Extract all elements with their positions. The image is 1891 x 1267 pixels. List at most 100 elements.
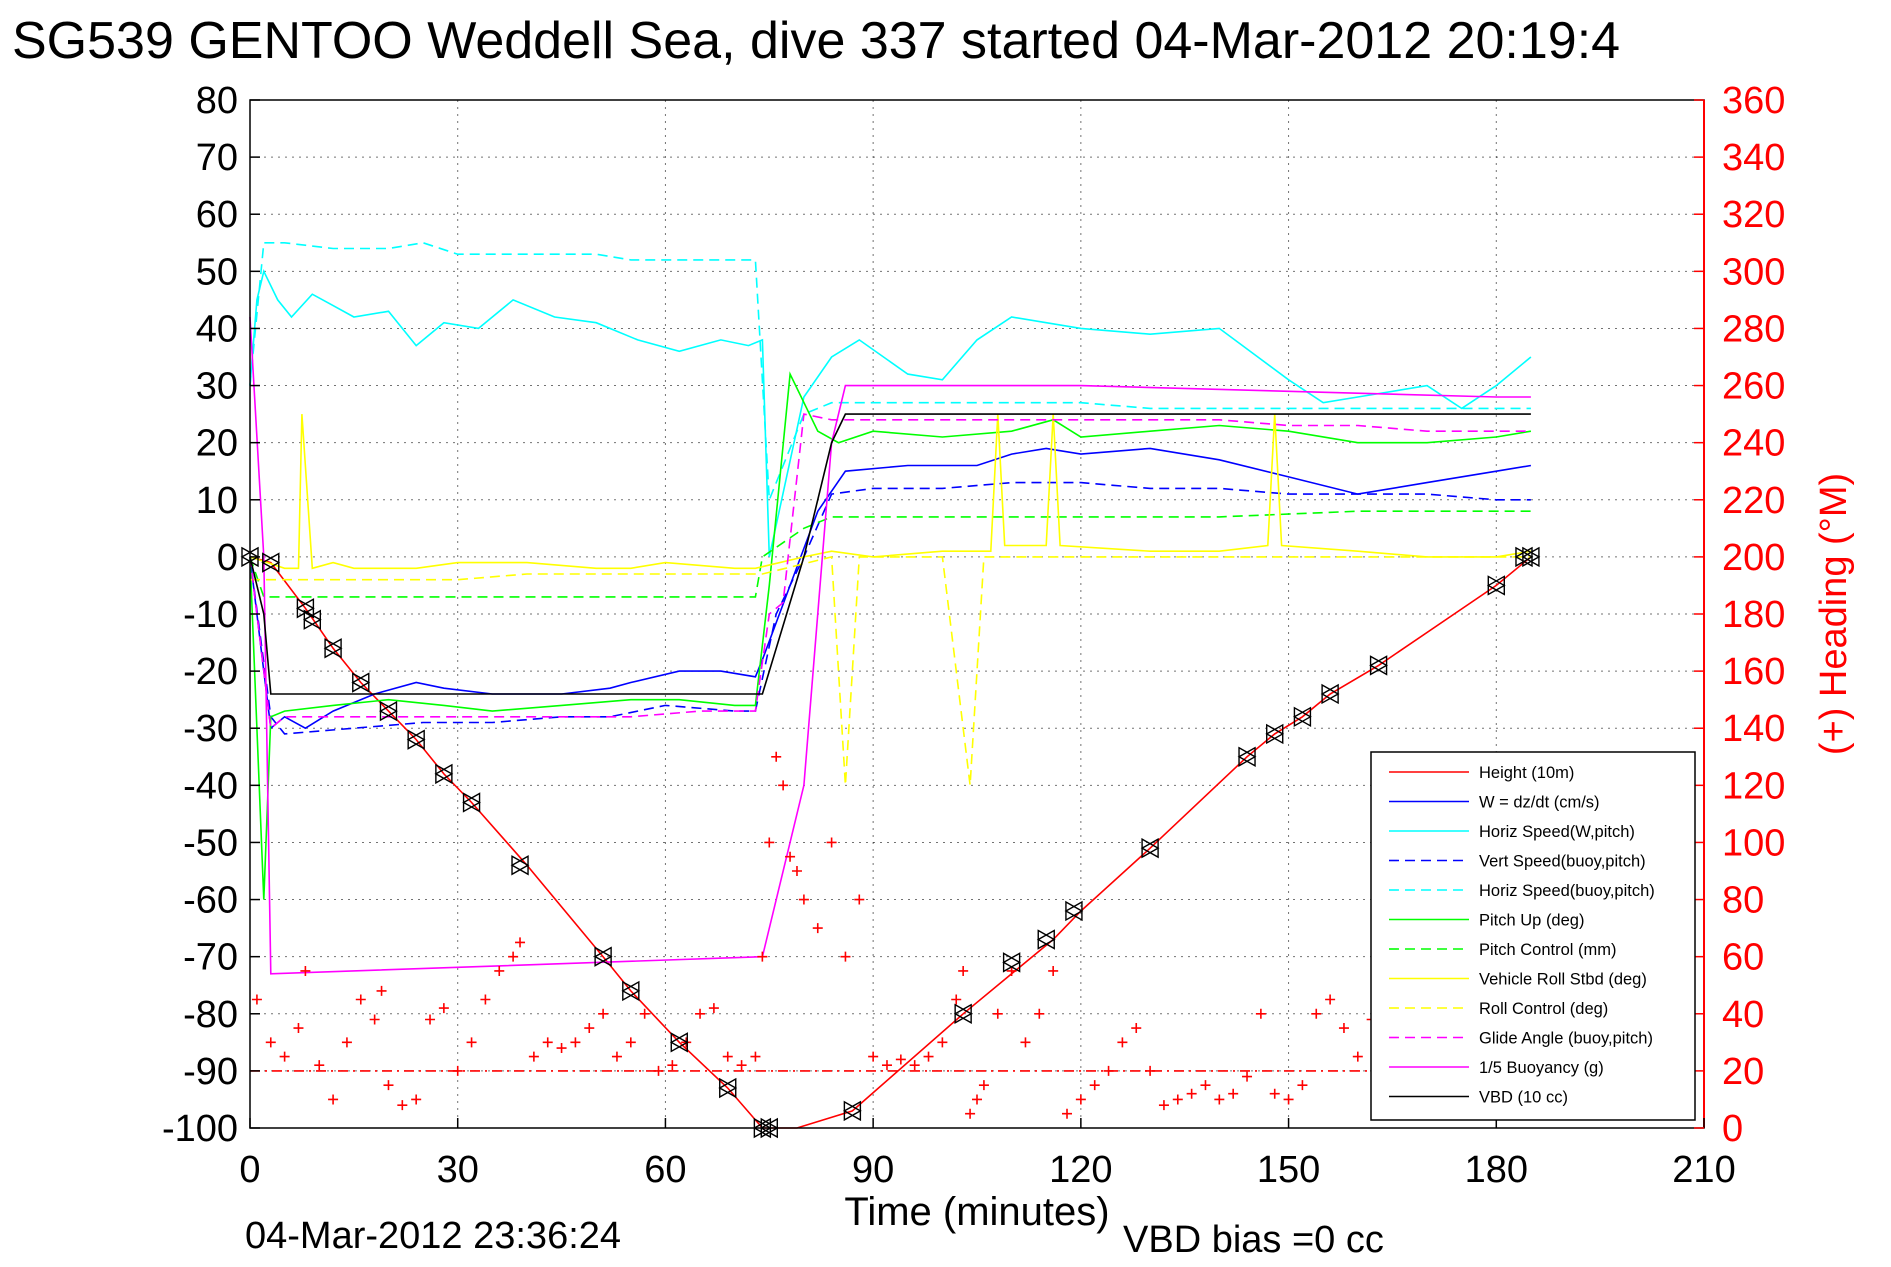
- legend-label: Vehicle Roll Stbd (deg): [1479, 971, 1647, 989]
- heading-point: [1255, 1008, 1266, 1019]
- series-layer: [240, 241, 1541, 1139]
- heading-point: [328, 1094, 339, 1105]
- y-tick-label: -30: [183, 708, 238, 750]
- heading-point: [584, 1023, 595, 1034]
- y-tick-label: 20: [196, 423, 238, 465]
- heading-point: [639, 1008, 650, 1019]
- chart-title: SG539 GENTOO Weddell Sea, dive 337 start…: [12, 12, 1620, 70]
- heading-point: [1283, 1094, 1294, 1105]
- heading-point: [452, 1065, 463, 1076]
- heading-point: [854, 894, 865, 905]
- heading-point: [508, 951, 519, 962]
- heading-point: [1352, 1051, 1363, 1062]
- x-tick-label: 120: [1049, 1149, 1112, 1191]
- legend-label: Pitch Control (mm): [1479, 941, 1617, 959]
- legend-label: VBD (10 cc): [1479, 1089, 1568, 1107]
- y2-tick-label: 120: [1722, 765, 1785, 807]
- series-line-9: [249, 413, 1531, 730]
- dive-marker: [351, 672, 371, 693]
- y2-tick-label: 300: [1722, 251, 1785, 293]
- heading-point: [992, 1008, 1003, 1019]
- heading-point: [1103, 1065, 1114, 1076]
- legend-label: Glide Angle (buoy,pitch): [1479, 1030, 1653, 1048]
- dive-marker: [295, 598, 315, 619]
- legend-label: W = dz/dt (cm/s): [1479, 794, 1600, 812]
- dive-marker: [379, 700, 398, 722]
- heading-point: [1075, 1094, 1086, 1105]
- heading-point: [771, 751, 782, 762]
- heading-point: [1172, 1094, 1183, 1105]
- legend-label: Vert Speed(buoy,pitch): [1479, 853, 1646, 871]
- heading-point: [515, 937, 526, 948]
- heading-point: [826, 837, 837, 848]
- x-tick-label: 180: [1465, 1149, 1528, 1191]
- y2-tick-label: 140: [1722, 708, 1785, 750]
- heading-point: [611, 1051, 622, 1062]
- x-tick-label: 150: [1257, 1149, 1320, 1191]
- dive-marker: [323, 638, 343, 659]
- heading-point: [570, 1037, 581, 1048]
- dive-marker: [1036, 929, 1056, 950]
- y2-tick-label: 0: [1722, 1108, 1743, 1150]
- dive-marker: [1320, 683, 1340, 705]
- heading-point: [972, 1094, 982, 1105]
- heading-point: [480, 994, 491, 1005]
- heading-point: [494, 965, 505, 976]
- heading-point: [355, 994, 366, 1005]
- heading-point: [293, 1023, 304, 1034]
- heading-point: [722, 1051, 733, 1062]
- heading-point: [951, 994, 962, 1005]
- y-tick-label: -40: [183, 765, 238, 807]
- y2-tick-label: 320: [1722, 194, 1785, 236]
- dive-marker: [1486, 575, 1506, 596]
- x-tick-label: 0: [239, 1149, 260, 1191]
- y-tick-label: -20: [183, 651, 238, 693]
- heading-point: [528, 1051, 539, 1062]
- heading-point: [1062, 1108, 1073, 1119]
- heading-point: [653, 1065, 664, 1076]
- heading-point: [625, 1037, 636, 1048]
- dive-marker: [718, 1077, 738, 1099]
- heading-point: [895, 1054, 906, 1065]
- x-tick-label: 60: [644, 1149, 686, 1191]
- heading-point: [791, 866, 802, 876]
- heading-point: [785, 851, 796, 862]
- heading-point: [1297, 1080, 1308, 1091]
- heading-point: [1034, 1008, 1045, 1019]
- legend-label: Pitch Up (deg): [1479, 912, 1584, 930]
- dive-marker: [953, 1003, 973, 1024]
- heading-point: [958, 965, 969, 976]
- heading-point: [736, 1060, 747, 1071]
- series-line-11: [249, 413, 1531, 695]
- y2-tick-label: 80: [1722, 880, 1764, 922]
- y2-tick-label: 240: [1722, 423, 1785, 465]
- dive-marker: [1140, 837, 1160, 859]
- heading-point: [1186, 1088, 1197, 1099]
- dive-marker: [1369, 655, 1389, 676]
- heading-point: [937, 1037, 948, 1048]
- heading-point: [425, 1014, 436, 1025]
- dive-marker: [1002, 952, 1022, 973]
- heading-point: [300, 965, 311, 976]
- heading-point: [556, 1043, 567, 1054]
- heading-point: [757, 951, 768, 962]
- dive-marker: [261, 552, 281, 573]
- heading-point: [1158, 1100, 1169, 1111]
- heading-point: [279, 1051, 290, 1062]
- dive-marker: [1237, 746, 1257, 767]
- y2-tick-label: 40: [1722, 994, 1764, 1036]
- heading-point: [411, 1094, 422, 1105]
- dive-marker: [462, 792, 481, 813]
- dive-marker: [1265, 723, 1285, 745]
- heading-point: [1269, 1088, 1280, 1099]
- x-tick-label: 30: [437, 1149, 479, 1191]
- dive-marker: [593, 946, 613, 967]
- dive-marker: [406, 729, 426, 750]
- heading-point: [868, 1051, 879, 1062]
- y-tick-label: 0: [217, 537, 238, 579]
- heading-point: [750, 1051, 761, 1062]
- y-tick-label: -10: [183, 594, 238, 636]
- y-tick-label: 80: [196, 80, 238, 122]
- heading-point: [1242, 1071, 1253, 1082]
